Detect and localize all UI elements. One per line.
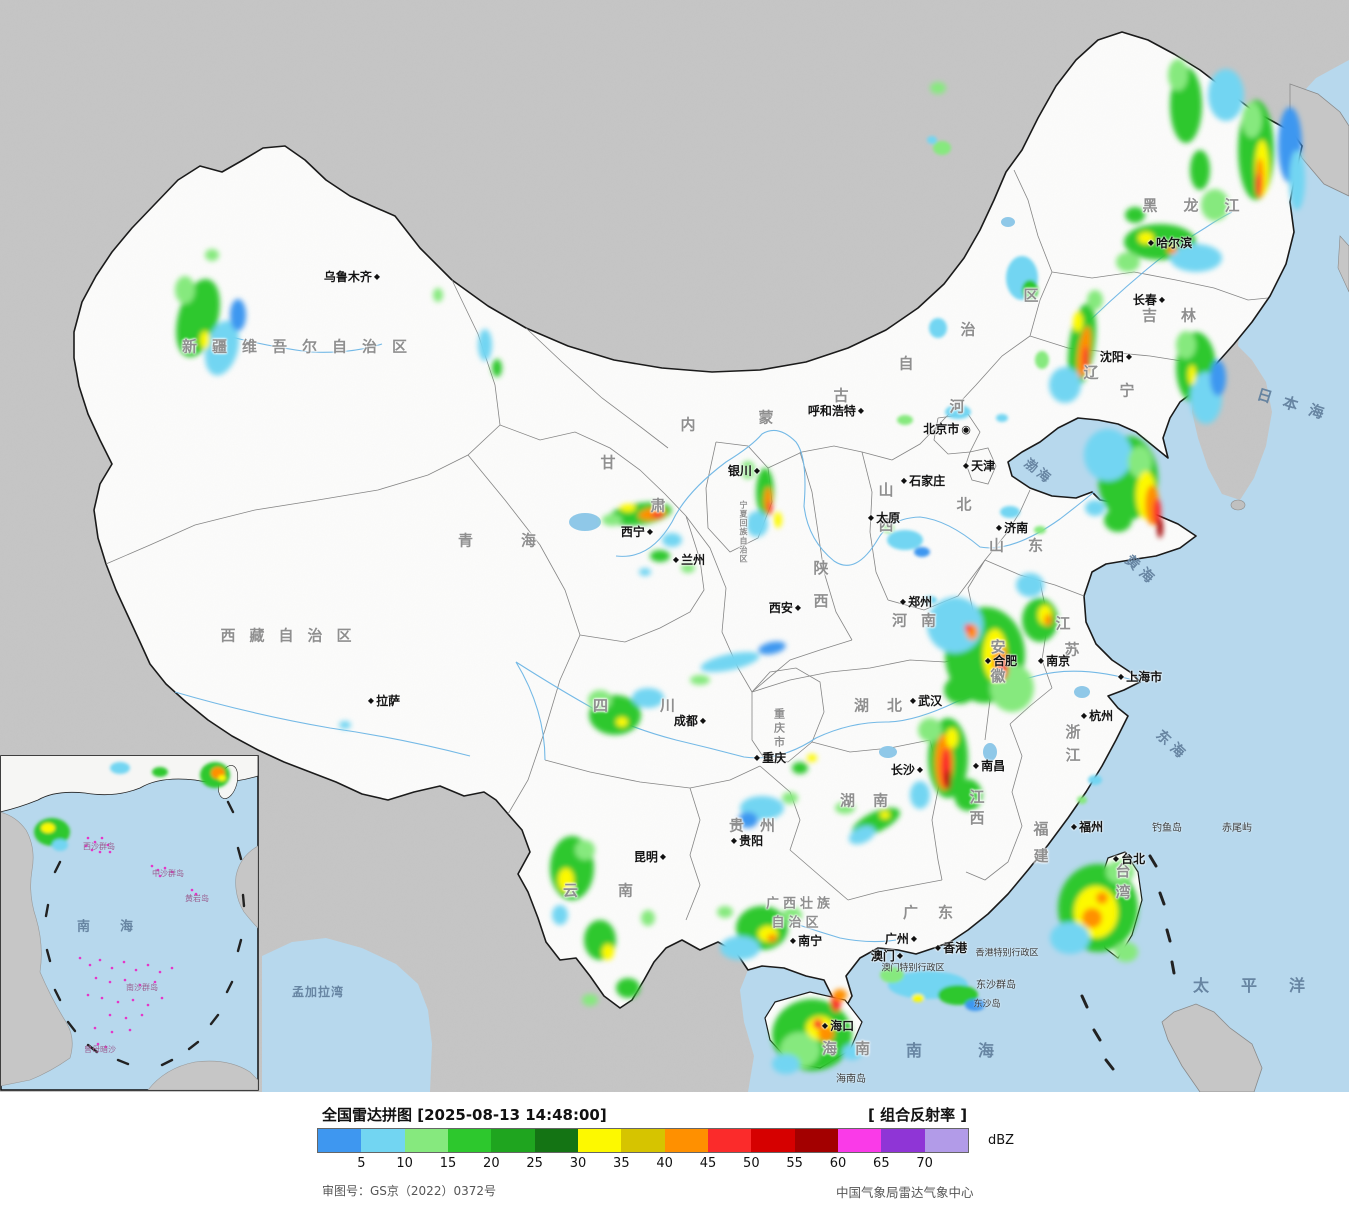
legend-color-cell <box>447 1129 492 1152</box>
sea-layer <box>262 60 1349 1092</box>
legend-tick: 60 <box>829 1156 847 1171</box>
legend-color-cell <box>404 1129 448 1152</box>
echo-cluster-bohai <box>1084 429 1163 538</box>
legend-tick: 30 <box>569 1156 587 1171</box>
inset-boundary-dashes <box>44 800 246 1067</box>
echo-cluster-south-coast <box>880 775 1102 1011</box>
echo-cluster-northeast <box>930 59 1305 221</box>
echo-cluster-hainan <box>772 989 862 1074</box>
radar-map: 新疆维吾尔自治区 西藏自治区 青海甘肃内蒙古自治区四川 云南 贵州 重庆市 陕西 山西河北山东… <box>0 0 1349 1092</box>
echo-cluster-hunan-jiangxi <box>835 718 982 845</box>
legend-color-cell <box>361 1129 405 1152</box>
legend-tick: 65 <box>873 1156 890 1171</box>
echo-cluster-jiangsu-anhui <box>927 573 1058 712</box>
legend-color-cell <box>751 1129 795 1152</box>
echo-cluster-taiwan <box>1050 860 1138 962</box>
inset-echoes <box>34 762 230 851</box>
echo-cluster-guangxi-yunnan <box>550 836 802 1006</box>
map-approval-number: 审图号：GS京（2022）0372号 <box>322 1184 496 1198</box>
bay-of-bengal <box>262 938 432 1092</box>
legend-tick: 50 <box>743 1156 760 1171</box>
china-map-svg <box>0 0 1349 1092</box>
echo-cluster-liaoning <box>1049 290 1226 424</box>
legend-colorbar <box>317 1128 969 1153</box>
legend-color-cell <box>837 1129 882 1152</box>
legend-product-name: [ 组合反射率 ] <box>868 1106 968 1124</box>
legend-color-cell <box>318 1129 362 1152</box>
legend-tick: 40 <box>656 1156 673 1171</box>
legend-color-cell <box>664 1129 708 1152</box>
inset-island-dots <box>78 836 198 1049</box>
legend-color-cell <box>577 1129 622 1152</box>
echo-cluster-north-china <box>882 414 1046 604</box>
legend-color-cell <box>794 1129 838 1152</box>
echo-cluster-harbin <box>1116 207 1222 272</box>
legend-tick: 10 <box>396 1156 413 1171</box>
legend-tick: 20 <box>483 1156 500 1171</box>
legend-title: 全国雷达拼图 [2025-08-13 14:48:00] <box>322 1106 607 1124</box>
legend-color-cell <box>924 1129 968 1152</box>
radar-echo-layer <box>175 59 1305 1074</box>
echo-cluster-xinjiang <box>175 249 502 377</box>
south-china-sea-inset <box>0 755 259 1091</box>
island-dashes <box>1080 854 1176 1071</box>
legend-tick: 5 <box>357 1156 366 1171</box>
legend-tick: 15 <box>439 1156 457 1171</box>
agency-name: 中国气象局雷达气象中心 <box>836 1185 974 1200</box>
legend-tick: 25 <box>526 1156 543 1171</box>
legend-tick-row: 5 10 15 20 25 30 35 40 45 50 55 60 65 70 <box>318 1156 968 1172</box>
legend-color-cell <box>534 1129 578 1152</box>
legend-color-cell <box>491 1129 535 1152</box>
legend-color-cell <box>881 1129 925 1152</box>
legend-unit: dBZ <box>988 1133 1015 1148</box>
legend-tick: 35 <box>613 1156 630 1171</box>
echo-cluster-southwest <box>339 641 817 828</box>
echo-cluster-gansu-ningxia <box>602 461 782 576</box>
legend-color-cell <box>707 1129 752 1152</box>
legend-panel: 全国雷达拼图 [2025-08-13 14:48:00] [ 组合反射率 ] 5… <box>0 1092 1349 1208</box>
legend-tick: 45 <box>699 1156 717 1171</box>
legend-tick: 55 <box>786 1156 803 1171</box>
lakes <box>569 217 1090 761</box>
legend-tick: 70 <box>916 1156 933 1171</box>
legend-color-cell <box>621 1129 665 1152</box>
jeju-island <box>1230 499 1246 511</box>
echo-cluster-inner-mongolia <box>897 136 1049 425</box>
luzon-land <box>1161 1003 1263 1092</box>
